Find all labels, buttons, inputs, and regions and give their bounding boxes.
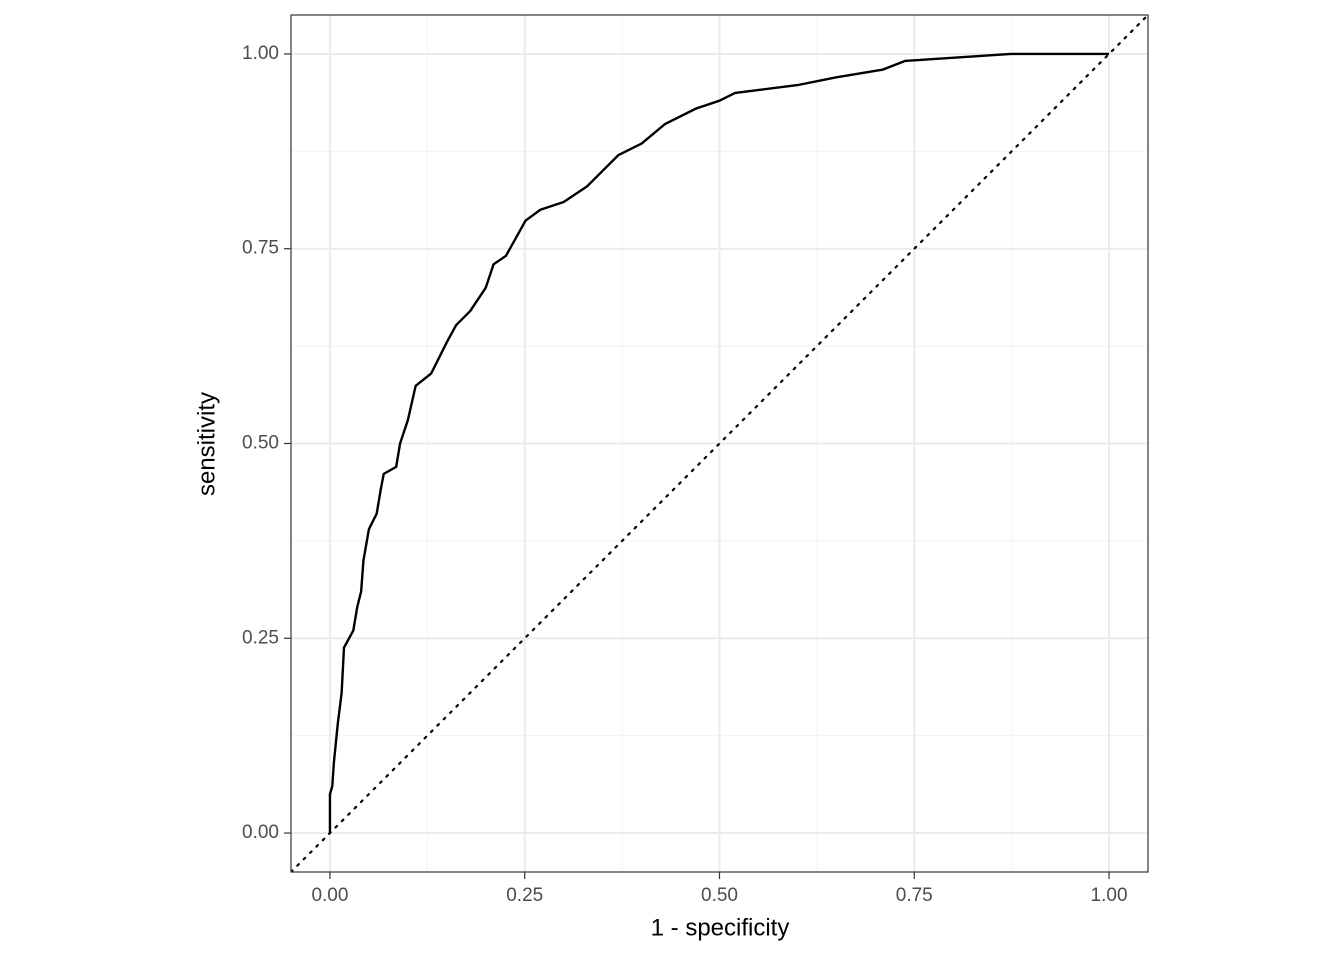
roc-curve [328,52,1110,834]
plot-border [290,14,1149,873]
y-tick-label: 0.50 [242,433,279,454]
x-tick-label: 0.25 [506,885,543,906]
y-tick-label: 1.00 [242,43,279,64]
x-axis-title: 1 - specificity [651,914,790,941]
y-tick-label: 0.00 [242,822,279,843]
x-tick-label: 1.00 [1091,885,1128,906]
reference-line [291,15,1148,872]
y-tick-label: 0.25 [242,627,279,648]
x-tick-label: 0.75 [896,885,933,906]
y-axis-title: sensitivity [193,392,220,496]
x-tick-label: 0.50 [701,885,738,906]
x-tick-label: 0.00 [311,885,348,906]
y-tick-label: 0.75 [242,238,279,259]
